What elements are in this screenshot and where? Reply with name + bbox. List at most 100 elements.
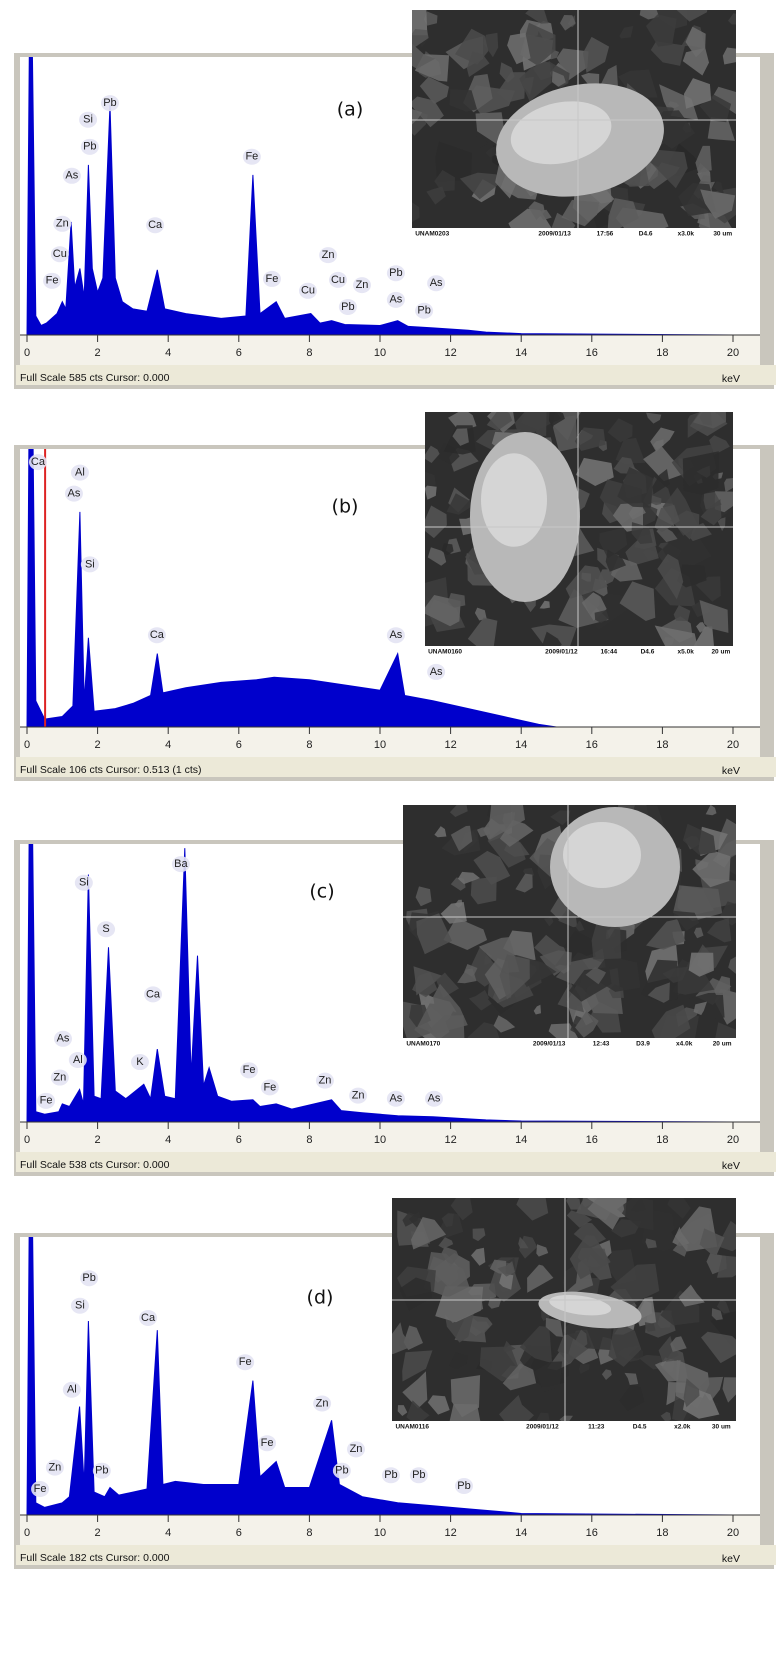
peak-label: As: [389, 1093, 402, 1105]
peak-label: Fe: [266, 273, 279, 285]
status-text: Full Scale 182 cts Cursor: 0.000: [20, 1552, 170, 1564]
peak-label: As: [428, 1093, 441, 1105]
sem-caption: 30 um: [713, 231, 732, 238]
sem-caption: 2009/01/13: [533, 1041, 566, 1048]
x-tick-label: 14: [515, 1527, 527, 1539]
peak-label: Si: [85, 558, 95, 570]
status-text: Full Scale 538 cts Cursor: 0.000: [20, 1159, 170, 1171]
x-tick-label: 6: [236, 1527, 242, 1539]
peak-label: S: [102, 923, 109, 935]
peak-label: Cu: [301, 285, 315, 297]
x-tick-label: 18: [656, 739, 668, 751]
peak-label: Pb: [103, 97, 116, 109]
x-tick-label: 18: [656, 1134, 668, 1146]
x-tick-label: 10: [374, 739, 386, 751]
peak-label: K: [136, 1056, 144, 1068]
axis-band: [20, 335, 760, 365]
peak-label: Fe: [261, 1437, 274, 1449]
x-tick-label: 0: [24, 739, 30, 751]
panel-label: (a): [337, 99, 363, 121]
x-tick-label: 0: [24, 1134, 30, 1146]
x-tick-label: 12: [444, 739, 456, 751]
sem-image: UNAM01702009/01/1312:43D3.9x4.0k20 um: [402, 790, 756, 1064]
x-tick-label: 14: [515, 1134, 527, 1146]
x-tick-label: 10: [374, 347, 386, 359]
peak-label: As: [389, 294, 402, 306]
x-axis-label: keV: [722, 373, 740, 385]
sem-caption: 20 um: [713, 1041, 732, 1048]
x-tick-label: 4: [165, 1134, 171, 1146]
sem-caption: 20 um: [711, 649, 730, 656]
x-tick-label: 20: [727, 1134, 739, 1146]
peak-label: As: [68, 487, 81, 499]
x-tick-label: 2: [95, 1527, 101, 1539]
sem-caption: D4.6: [641, 649, 655, 656]
peak-label: Ca: [31, 456, 46, 468]
x-tick-label: 8: [306, 347, 312, 359]
peak-label: Zn: [48, 1462, 61, 1474]
sem-image: UNAM01602009/01/1216:44D4.6x5.0k20 um: [406, 393, 739, 666]
panel-label: (b): [332, 496, 359, 518]
peak-label: Zn: [352, 1090, 365, 1102]
x-tick-label: 0: [24, 347, 30, 359]
sem-caption: x4.0k: [676, 1041, 693, 1048]
x-tick-label: 6: [236, 739, 242, 751]
sem-caption: x3.0k: [678, 231, 695, 238]
sem-caption: x5.0k: [678, 649, 695, 656]
peak-label: Al: [75, 467, 85, 479]
x-tick-label: 10: [374, 1134, 386, 1146]
sem-caption: UNAM0116: [395, 1424, 429, 1431]
peak-label: Al: [67, 1384, 77, 1396]
peak-label: Cu: [53, 248, 67, 260]
axis-band: [20, 1515, 760, 1545]
peak-label: Pb: [82, 1272, 95, 1284]
peak-label: Zn: [53, 1071, 66, 1083]
x-tick-label: 18: [656, 1527, 668, 1539]
grain: [693, 395, 726, 429]
peak-label: Fe: [243, 1064, 256, 1076]
sem-image: UNAM02032009/01/1317:56D4.6x3.0k30 um: [396, 0, 749, 245]
axis-band: [20, 1122, 760, 1152]
sem-caption: 30 um: [712, 1424, 731, 1431]
x-tick-label: 12: [444, 347, 456, 359]
peak-label: Fe: [34, 1483, 47, 1495]
peak-label: Ba: [174, 858, 188, 870]
panel-label: (d): [307, 1287, 334, 1309]
peak-label: Fe: [239, 1356, 252, 1368]
x-tick-label: 2: [95, 739, 101, 751]
x-tick-label: 10: [374, 1527, 386, 1539]
sem-caption: UNAM0203: [415, 231, 449, 238]
x-tick-label: 20: [727, 739, 739, 751]
sem-caption: D4.5: [633, 1424, 647, 1431]
peak-label: Ca: [141, 1312, 156, 1324]
x-tick-label: 14: [515, 739, 527, 751]
sem-caption: D3.9: [636, 1041, 650, 1048]
peak-label: Ca: [146, 988, 161, 1000]
peak-label: As: [430, 277, 443, 289]
x-axis-label: keV: [722, 1160, 740, 1172]
status-text: Full Scale 106 cts Cursor: 0.513 (1 cts): [20, 764, 202, 776]
peak-label: As: [57, 1033, 70, 1045]
grain: [683, 451, 719, 494]
peak-label: Fe: [245, 151, 258, 163]
peak-label: Pb: [384, 1469, 397, 1481]
peak-label: Zn: [356, 279, 369, 291]
sem-caption: 16:44: [601, 649, 618, 656]
x-tick-label: 12: [444, 1527, 456, 1539]
grain: [592, 922, 622, 960]
sem-caption: 11:23: [588, 1424, 605, 1431]
sem-caption: D4.6: [639, 231, 653, 238]
peak-label: Zn: [316, 1397, 329, 1409]
sem-caption: UNAM0160: [428, 649, 462, 656]
x-tick-label: 4: [165, 739, 171, 751]
peak-label: Ca: [150, 629, 165, 641]
x-axis-label: keV: [722, 765, 740, 777]
peak-label: Fe: [46, 275, 59, 287]
peak-label: Zn: [350, 1443, 363, 1455]
sem-texture: [402, 790, 756, 1064]
x-tick-label: 4: [165, 1527, 171, 1539]
sem-texture: [384, 1175, 746, 1441]
peak-label: Si: [83, 114, 93, 126]
peak-label: Pb: [412, 1469, 425, 1481]
peak-label: Fe: [263, 1081, 276, 1093]
